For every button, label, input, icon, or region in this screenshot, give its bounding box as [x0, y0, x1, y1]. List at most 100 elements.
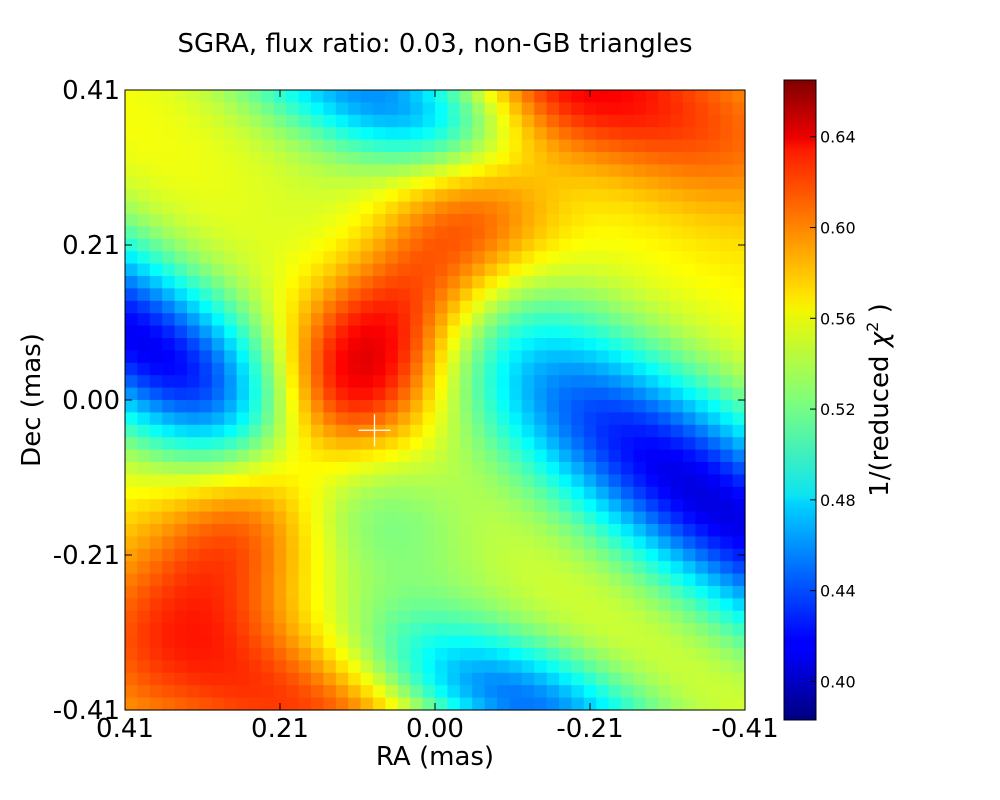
heatmap-cell — [608, 189, 622, 203]
heatmap-cell — [249, 672, 262, 686]
heatmap-cell — [397, 263, 411, 277]
heatmap-cell — [261, 660, 275, 674]
heatmap-cell — [125, 114, 138, 128]
heatmap-cell — [732, 685, 746, 699]
heatmap-cell — [497, 139, 510, 153]
heatmap-cell — [670, 697, 684, 711]
heatmap-cell — [397, 375, 411, 389]
heatmap-cell — [559, 524, 572, 537]
heatmap-cell — [658, 387, 672, 401]
heatmap-cell — [125, 176, 138, 190]
heatmap-cell — [497, 449, 510, 463]
heatmap-cell — [621, 90, 634, 103]
heatmap-cell — [608, 238, 622, 252]
heatmap-cell — [546, 201, 560, 215]
heatmap-cell — [311, 139, 324, 153]
heatmap-cell — [360, 635, 374, 649]
heatmap-cell — [162, 561, 176, 575]
heatmap-cell — [720, 548, 734, 562]
heatmap-cell — [335, 127, 349, 141]
heatmap-cell — [534, 114, 548, 128]
heatmap-cell — [125, 524, 138, 537]
heatmap-cell — [360, 586, 374, 599]
heatmap-cell — [707, 226, 721, 240]
heatmap-cell — [435, 375, 448, 389]
heatmap-cell — [199, 536, 213, 550]
heatmap-cell — [224, 648, 238, 661]
heatmap-cell — [645, 313, 659, 327]
heatmap-cell — [732, 623, 746, 637]
heatmap-cell — [211, 524, 225, 537]
heatmap-cell — [385, 226, 399, 240]
heatmap-cell — [249, 412, 262, 426]
heatmap-cell — [658, 536, 672, 550]
heatmap-cell — [249, 648, 262, 661]
heatmap-cell — [261, 586, 275, 599]
heatmap-cell — [720, 672, 734, 686]
heatmap-cell — [670, 387, 684, 401]
heatmap-cell — [211, 548, 225, 562]
heatmap-cell — [509, 610, 523, 624]
heatmap-cell — [695, 263, 709, 277]
heatmap-cell — [509, 350, 523, 364]
heatmap-cell — [261, 164, 275, 178]
heatmap-cell — [311, 462, 324, 475]
heatmap-cell — [137, 387, 151, 401]
heatmap-cell — [249, 697, 262, 711]
heatmap-cell — [224, 300, 238, 314]
heatmap-cell — [447, 313, 461, 327]
heatmap-cell — [187, 635, 200, 649]
heatmap-cell — [583, 189, 597, 203]
heatmap-cell — [149, 387, 163, 401]
heatmap-cell — [397, 586, 411, 599]
heatmap-cell — [596, 90, 610, 103]
heatmap-cell — [137, 90, 151, 103]
heatmap-cell — [261, 176, 275, 190]
heatmap-cell — [397, 437, 411, 451]
heatmap-cell — [422, 462, 436, 475]
heatmap-cell — [224, 635, 238, 649]
heatmap-cell — [273, 288, 287, 302]
heatmap-cell — [236, 387, 250, 401]
heatmap-cell — [732, 375, 746, 389]
heatmap-cell — [273, 424, 287, 438]
heatmap-cell — [658, 226, 672, 240]
heatmap-cell — [583, 226, 597, 240]
heatmap-cell — [596, 536, 610, 550]
heatmap-cell — [596, 176, 610, 190]
heatmap-cell — [732, 437, 746, 451]
heatmap-cell — [149, 536, 163, 550]
heatmap-cell — [137, 214, 151, 227]
heatmap-cell — [583, 313, 597, 327]
heatmap-cell — [236, 102, 250, 116]
heatmap-cell — [521, 338, 535, 351]
heatmap-cell — [273, 437, 287, 451]
heatmap-cell — [621, 573, 634, 587]
heatmap-cell — [149, 201, 163, 215]
heatmap-cell — [286, 387, 300, 401]
heatmap-cell — [633, 201, 647, 215]
heatmap-cell — [658, 114, 672, 128]
heatmap-cell — [720, 412, 734, 426]
heatmap-cell — [583, 474, 597, 488]
heatmap-cell — [559, 536, 572, 550]
heatmap-cell — [509, 474, 523, 488]
heatmap-cell — [174, 598, 188, 612]
heatmap-cell — [546, 276, 560, 289]
x-axis-label: RA (mas) — [376, 742, 494, 772]
heatmap-cell — [311, 586, 324, 599]
heatmap-cell — [707, 164, 721, 178]
heatmap-cell — [249, 201, 262, 215]
heatmap-cell — [187, 288, 200, 302]
heatmap-cell — [211, 325, 225, 339]
heatmap-cell — [162, 214, 176, 227]
heatmap-cell — [683, 139, 696, 153]
heatmap-cell — [335, 201, 349, 215]
heatmap-cell — [149, 102, 163, 116]
heatmap-cell — [658, 251, 672, 265]
heatmap-cell — [497, 610, 510, 624]
heatmap-cell — [435, 214, 448, 227]
heatmap-cell — [447, 251, 461, 265]
heatmap-cell — [658, 176, 672, 190]
heatmap-cell — [125, 598, 138, 612]
